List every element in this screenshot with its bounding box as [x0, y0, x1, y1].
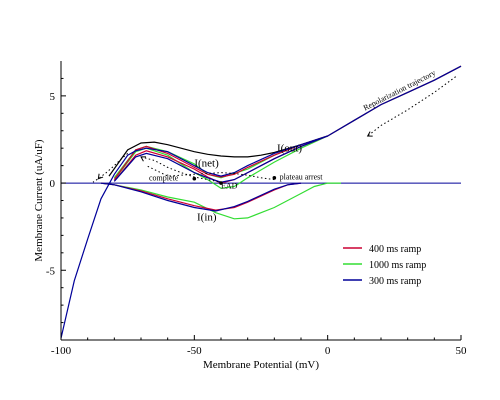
label-repolarization: Repolarization trajectory	[362, 68, 437, 112]
legend-label: 1000 ms ramp	[369, 260, 426, 271]
complete-arrow	[97, 173, 104, 180]
x-axis: -100 -50 0 50 Membrane Potential (mV)	[51, 335, 467, 371]
y-axis-title: Membrane Current (uA/uF)	[33, 139, 45, 262]
legend-item: 400 ms ramp	[343, 244, 421, 255]
complete-trajectory	[92, 153, 129, 183]
label-ead: EAD	[221, 181, 238, 190]
plot-area	[60, 65, 462, 339]
annotations: I(out) I(net) I(in) complete EAD plateau…	[149, 68, 437, 223]
label-plateau: plateau arrest	[280, 173, 324, 182]
legend-label: 300 ms ramp	[369, 276, 421, 287]
y-tick-label: -5	[46, 265, 56, 277]
legend-label: 400 ms ramp	[369, 244, 421, 255]
x-tick-label: -100	[51, 345, 72, 357]
series-1000-ms-ramp-i-in-	[100, 182, 341, 220]
series-300-ms-ramp-i-net-	[113, 135, 328, 183]
legend: 400 ms ramp 1000 ms ramp 300 ms ramp	[343, 244, 426, 287]
series-300-ms-ramp-i-in-	[100, 182, 302, 212]
x-ticks: -100 -50 0 50	[51, 335, 467, 357]
x-tick-label: -50	[187, 345, 202, 357]
y-tick-label: 5	[50, 91, 56, 103]
x-tick-label: 0	[325, 345, 331, 357]
marker-plateau	[272, 176, 277, 180]
y-tick-label: 0	[50, 178, 56, 190]
series-300-ms-ramp-i-out-	[60, 65, 462, 339]
repolarization-arrow	[366, 131, 373, 137]
legend-item: 300 ms ramp	[343, 276, 421, 287]
label-inet: I(net)	[194, 157, 219, 169]
ead-arrow	[140, 156, 147, 162]
series-i-out-baseline-i-out-	[108, 135, 328, 177]
label-complete: complete	[149, 173, 179, 182]
legend-item: 1000 ms ramp	[343, 260, 426, 271]
y-ticks: 5 0 -5	[46, 77, 66, 324]
x-tick-label: 50	[456, 345, 468, 357]
x-axis-title: Membrane Potential (mV)	[203, 359, 319, 371]
y-axis: 5 0 -5 Membrane Current (uA/uF)	[33, 61, 66, 340]
marker-complete	[192, 176, 197, 181]
label-iout: I(out)	[277, 143, 302, 155]
marker-ead	[219, 181, 223, 185]
label-iin: I(in)	[197, 212, 217, 224]
